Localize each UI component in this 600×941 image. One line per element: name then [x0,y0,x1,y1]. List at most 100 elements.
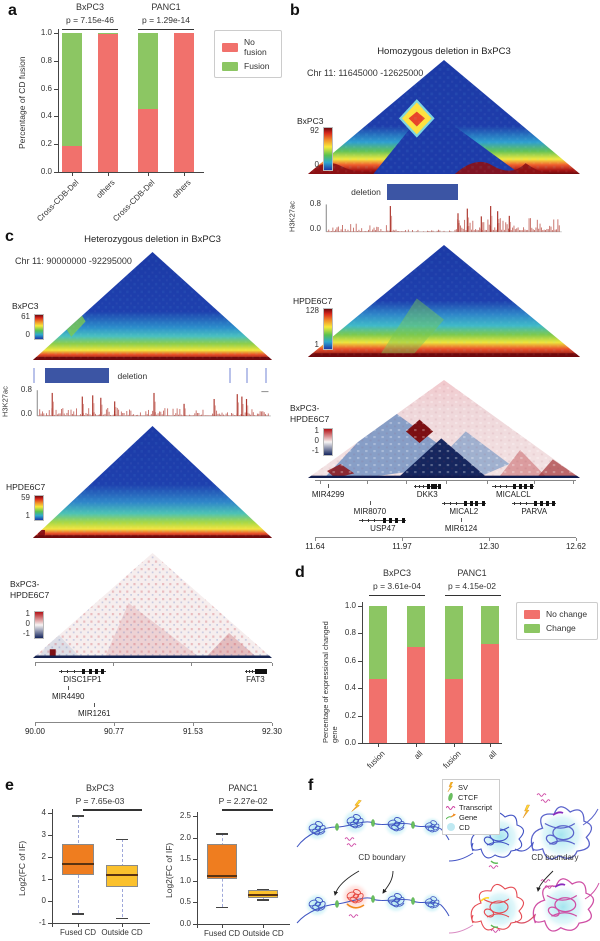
h3k27ac-signal-track [325,204,562,233]
legend-label: No change [546,609,588,619]
gene-exon [101,669,105,674]
bar-segment [407,606,425,648]
genome-axis-label: 90.00 [24,727,46,736]
panel-letter-f: f [308,777,314,794]
genome-axis-tick [576,538,577,541]
gene-exon [481,501,485,506]
gene-intron-tick [422,485,424,488]
legend-item-ctcf: CTCF [446,792,496,802]
gene-exon [463,501,467,506]
gene-exon [260,669,264,674]
h3k27ac-label: H3K27ac [0,386,10,418]
legend-item: No fusion [222,37,274,57]
cd-boundary-label-left: CD boundary [358,853,406,862]
gene-intron-tick [514,502,516,505]
deletion-label: deletion [351,187,381,197]
x-tick-label: fusion [364,749,387,771]
sv-lightning-icon [447,782,454,792]
y-tick [48,813,52,814]
gene-exon [94,669,98,674]
x-tick-label: Fused CD [203,929,240,938]
gene-intron-tick [505,485,507,488]
gene-name: MIR6124 [444,524,478,533]
panel-b-title: Homozygous deletion in BxPC3 [377,46,511,57]
legend-label-transcript: Transcript [459,802,493,812]
gene-model-line [492,486,535,487]
gene-model-line [58,671,107,672]
colorbar-label-bxpc3: BxPC3 [297,116,324,126]
x-tick [490,744,491,747]
x-tick [184,173,185,176]
legend-label-ctcf: CTCF [458,792,478,802]
whisker-cap-bottom [257,899,269,901]
gene-tick [94,703,96,707]
bar-segment [98,34,118,172]
h3k27ac-min: 0.0 [309,224,321,233]
y-tick [358,660,362,662]
whisker-cap-bottom [216,906,228,909]
group-title: PANC1 [457,568,487,578]
panel-c-title: Heterozygous deletion in BxPC3 [84,234,221,245]
panel-e-boxplots: e BxPC3 P = 7.65e-03 4 3 2 1 0 -1 Fused CD Outsid… [0,775,295,941]
x-tick [416,744,417,747]
legend-label: Fusion [244,61,270,71]
gene-tick [328,484,330,488]
gene-exon [540,501,543,506]
group-pvalue: p = 1.29e-14 [142,15,190,25]
gene-exon [530,484,534,489]
gene-intron-tick [367,519,369,522]
y-tick-label: 0.4 [40,111,52,121]
y-tick [193,859,197,861]
genome-axis-label: 11.64 [305,542,325,551]
x-tick-label: all [412,749,425,762]
gene-name: MIR4299 [311,490,345,499]
y-tick [358,688,362,690]
genome-axis-tick [402,538,403,541]
gene-name: PARVA [521,507,548,516]
legend-swatch [222,61,238,71]
hic-heatmap-hpde6c7 [308,245,580,357]
gene-intron-tick [245,670,247,673]
y-tick-label: 1.5 [179,854,191,864]
hic-heatmap-diff-bxpc3-hpde6c7 [33,553,272,658]
x-tick [222,925,223,928]
y-axis [197,812,198,928]
gene-intron-tick [443,502,445,505]
whisker-cap-bottom [116,917,128,919]
hic-heatmap-bxpc3-heterozygous [33,252,272,360]
gene-tick [461,518,463,522]
legend-item-gene: Gene [446,812,496,822]
hic-heatmap-hpde6c7 [33,426,272,538]
legend-label-cd: CD [459,822,470,832]
ruler-tick [573,481,575,484]
deletion-label: deletion [117,370,148,381]
median-line [207,874,237,877]
panel-letter-b: b [290,2,300,19]
y-tick [193,837,197,839]
panel-a-cd-fusion-barchart: a 1.0 0.8 0.6 0.4 0.2 0.0 Cross-CDB-Del others C… [0,0,285,228]
pvalue-line [62,29,118,31]
legend-item-cd: CD [446,822,496,832]
x-tick [72,173,73,176]
genome-axis-label: 11.97 [392,542,412,551]
gene-exon [258,669,262,674]
colorbar-jet [34,314,44,340]
median-line [106,874,138,877]
gene-exon [518,484,522,489]
gene-exon [88,669,92,674]
group-title: BxPC3 [75,2,104,12]
colorbar-diff [323,428,333,456]
bar-segment [98,33,118,35]
y-tick-label: 0.2 [344,710,356,720]
colorbar-diff [34,611,44,639]
colorbar-min: 0 [25,330,30,339]
y-tick-label: 0.5 [179,897,191,907]
ruler-tick [406,481,408,484]
gene-exon [263,669,267,674]
gene-intron-tick [361,519,363,522]
box [248,890,278,899]
gene-name: MIR4490 [51,692,85,701]
deletion-minor-mark [228,368,231,383]
panel-c-heterozygous-deletion: c Heterozygous deletion in BxPC3 Chr 11:… [0,228,290,776]
